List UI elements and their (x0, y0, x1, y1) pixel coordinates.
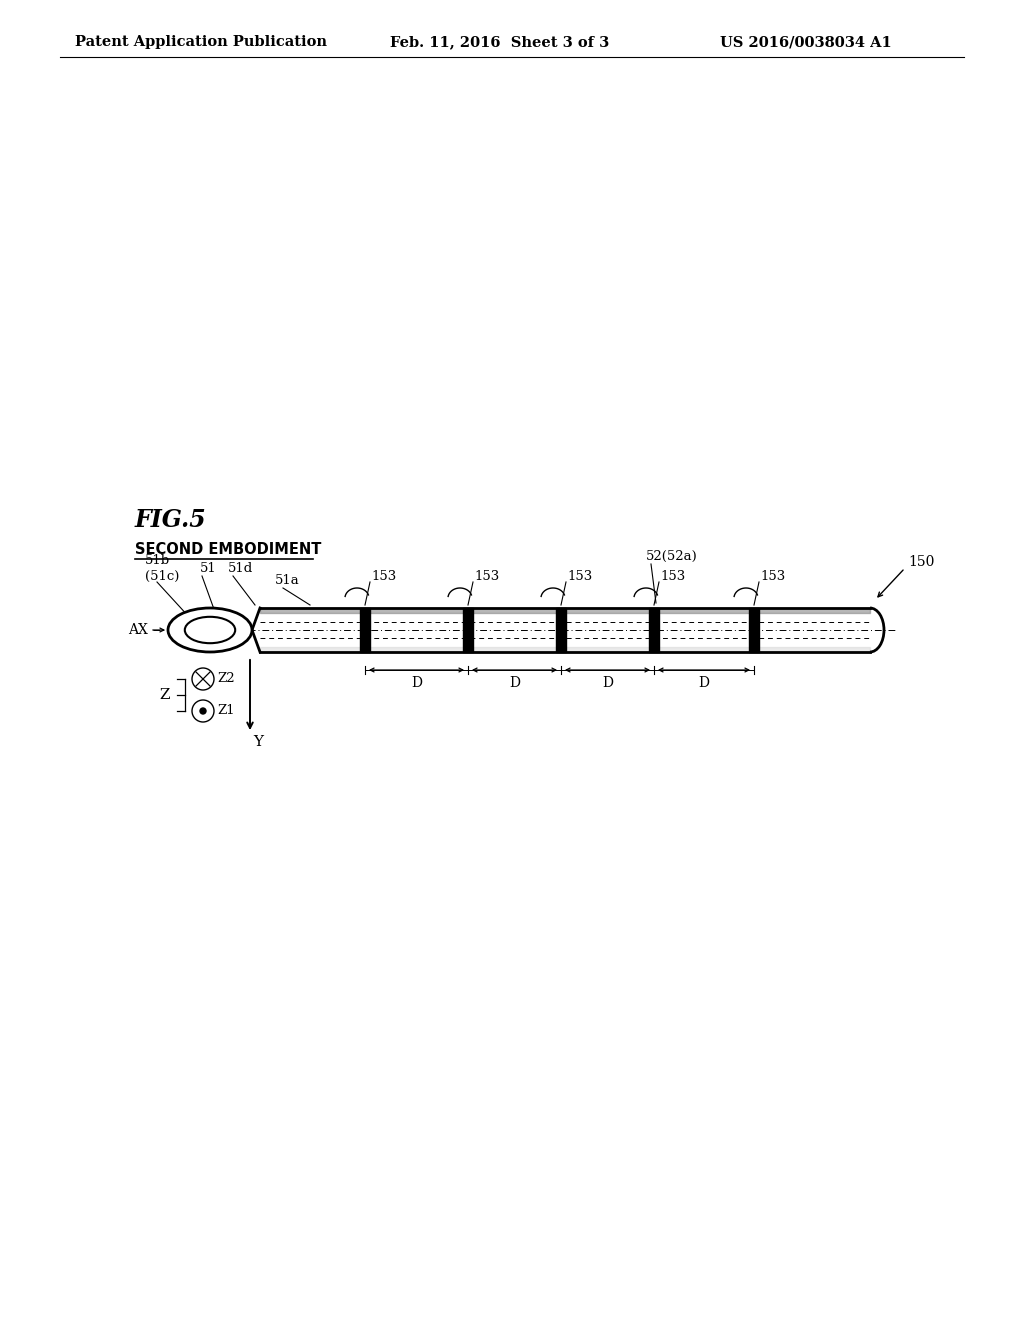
Text: 153: 153 (660, 569, 685, 582)
Text: 52(52a): 52(52a) (646, 549, 697, 562)
Text: 150: 150 (908, 554, 934, 569)
Text: 153: 153 (371, 569, 396, 582)
Text: Patent Application Publication: Patent Application Publication (75, 36, 327, 49)
Text: 51a: 51a (275, 573, 300, 586)
Text: FIG.5: FIG.5 (135, 508, 207, 532)
Text: Z2: Z2 (217, 672, 234, 685)
Text: D: D (411, 676, 422, 690)
Ellipse shape (184, 616, 236, 643)
Text: Y: Y (253, 735, 263, 748)
Text: 51d: 51d (228, 561, 253, 574)
Text: Feb. 11, 2016  Sheet 3 of 3: Feb. 11, 2016 Sheet 3 of 3 (390, 36, 609, 49)
Text: SECOND EMBODIMENT: SECOND EMBODIMENT (135, 543, 322, 557)
Text: D: D (509, 676, 520, 690)
Text: US 2016/0038034 A1: US 2016/0038034 A1 (720, 36, 892, 49)
Text: 153: 153 (567, 569, 592, 582)
Text: Z1: Z1 (217, 705, 234, 718)
Text: 51: 51 (200, 561, 217, 574)
Text: 51b
(51c): 51b (51c) (145, 553, 179, 582)
Text: D: D (602, 676, 613, 690)
Circle shape (200, 708, 206, 714)
Text: D: D (698, 676, 710, 690)
Text: Z: Z (160, 688, 170, 702)
Text: 153: 153 (760, 569, 785, 582)
Ellipse shape (168, 609, 252, 652)
Text: 153: 153 (474, 569, 500, 582)
Text: AX: AX (128, 623, 148, 638)
